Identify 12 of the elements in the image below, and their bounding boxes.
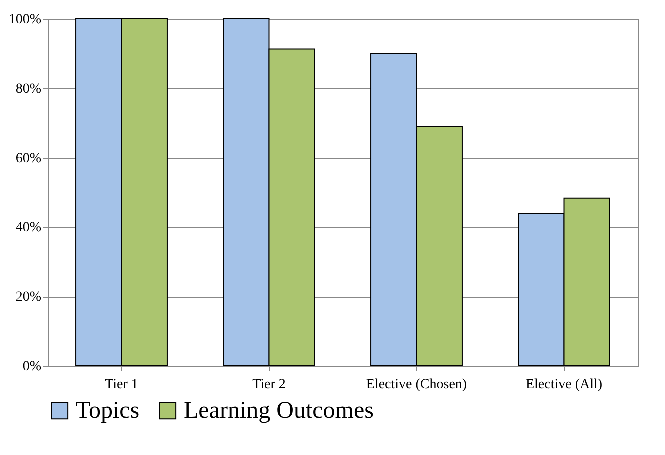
x-tick-label: Elective (All): [526, 378, 603, 392]
y-tick-label: 40%: [16, 220, 42, 236]
y-tick-label: 20%: [16, 290, 42, 306]
x-tick-label: Tier 1: [105, 378, 138, 392]
y-tick-label: 100%: [8, 12, 42, 28]
legend-label: Learning Outcomes: [184, 398, 374, 424]
x-tick-label: Tier 2: [252, 378, 286, 392]
x-tick-label: Elective (Chosen): [366, 378, 468, 392]
y-tick-label: 80%: [16, 82, 42, 97]
y-tick-label: 0%: [22, 360, 42, 374]
y-tick-label: 60%: [16, 151, 42, 166]
legend-label: Topics: [76, 398, 140, 424]
